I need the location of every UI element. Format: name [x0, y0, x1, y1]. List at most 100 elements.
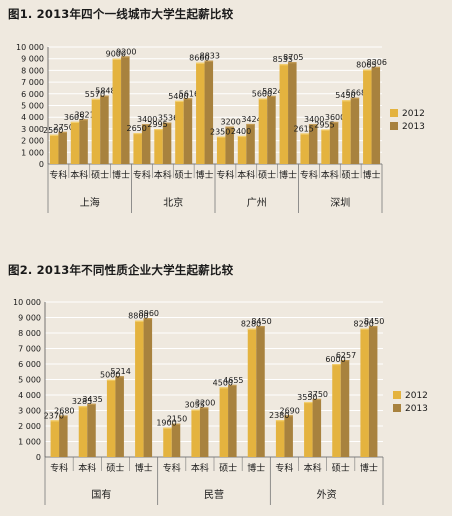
- data-label: 2350: [210, 128, 230, 137]
- bar-2013: [312, 398, 322, 457]
- data-label: 2650: [127, 124, 147, 133]
- bar-2012: [219, 387, 229, 457]
- bar-highlight: [312, 398, 322, 401]
- legend-swatch: [390, 122, 398, 130]
- y-tick-label: 1 000: [21, 148, 44, 157]
- bar-highlight: [171, 423, 181, 425]
- category-label: 博士: [279, 169, 297, 181]
- category-label: 本科: [78, 462, 96, 474]
- bar-2013: [228, 384, 237, 457]
- data-label: 8065: [356, 61, 376, 70]
- data-label: 2150: [167, 415, 187, 424]
- bar-2013: [115, 376, 124, 457]
- data-label: 3055: [184, 401, 204, 410]
- bar-highlight: [237, 135, 247, 138]
- bar-2012: [49, 134, 59, 164]
- bar-2012: [112, 58, 122, 165]
- bar-highlight: [360, 328, 369, 330]
- bar-highlight: [288, 62, 297, 64]
- data-label: 3285: [72, 397, 92, 406]
- bar-2012: [91, 98, 101, 164]
- legend-swatch: [393, 391, 401, 399]
- bar-highlight: [49, 134, 59, 136]
- bar-highlight: [368, 326, 378, 328]
- data-label: 2680: [54, 406, 74, 415]
- chart-plot: 0 1 000 2 000 3 000 4 000 5 000 6 000 7 000 8 00…: [16, 43, 425, 213]
- data-label: 5824: [262, 87, 282, 96]
- bar-highlight: [121, 56, 130, 58]
- category-label: 专科: [275, 462, 293, 474]
- bar-highlight: [258, 98, 268, 100]
- data-label: 3550: [297, 393, 317, 402]
- legend-label: 2013: [402, 122, 425, 132]
- category-label: 专科: [49, 169, 67, 181]
- y-tick-label: 10 000: [13, 298, 41, 307]
- category-label: 博士: [360, 462, 378, 474]
- bar-2013: [329, 121, 339, 164]
- bar-2012: [247, 328, 257, 457]
- bar-2013: [371, 66, 381, 164]
- bar-2012: [275, 420, 285, 457]
- bar-2013: [171, 423, 181, 457]
- bar-2013: [143, 318, 153, 457]
- y-tick-label: 1 000: [18, 438, 41, 447]
- legend-swatch: [393, 404, 401, 412]
- bar-2013: [183, 98, 193, 164]
- y-tick-label: 5 000: [21, 102, 44, 111]
- data-label: 8280: [241, 320, 261, 329]
- data-label: 8833: [200, 52, 220, 61]
- y-tick-label: 2 000: [21, 137, 44, 146]
- bar-highlight: [112, 58, 122, 60]
- bar-highlight: [196, 62, 205, 64]
- category-label: 专科: [133, 169, 151, 181]
- group-label: 深圳: [330, 197, 350, 209]
- bar-2013: [288, 62, 297, 164]
- bar-2012: [300, 133, 309, 164]
- bar-2012: [279, 64, 289, 164]
- bar-highlight: [332, 364, 341, 366]
- bar-highlight: [100, 95, 109, 97]
- data-label: 2955: [314, 120, 334, 129]
- category-label: 本科: [191, 462, 209, 474]
- bar-2013: [368, 326, 378, 457]
- bar-2013: [59, 415, 68, 457]
- group-label: 上海: [80, 196, 100, 209]
- category-label: 博士: [247, 462, 265, 474]
- group-label: 国有: [91, 488, 111, 501]
- category-label: 硕士: [332, 462, 350, 474]
- y-tick-label: 3 000: [18, 407, 41, 416]
- data-label: 2750: [54, 123, 74, 132]
- y-tick-label: 7 000: [18, 345, 41, 354]
- bar-2012: [135, 320, 144, 457]
- category-label: 专科: [300, 169, 318, 181]
- bar-2013: [225, 126, 234, 164]
- chart-plot: 0 1 000 2 000 3 000 4 000 5 000 6 000 7 000 8 00…: [13, 298, 428, 505]
- data-label: 8800: [128, 312, 148, 321]
- bar-2013: [58, 131, 67, 164]
- bar-highlight: [300, 133, 309, 135]
- category-label: 硕士: [91, 169, 109, 181]
- bar-highlight: [58, 131, 67, 134]
- bar-2013: [256, 326, 265, 457]
- bar-highlight: [350, 97, 360, 99]
- category-label: 本科: [304, 462, 322, 474]
- bar-highlight: [79, 119, 88, 121]
- y-tick-label: 3 000: [21, 125, 44, 134]
- bar-highlight: [70, 121, 80, 124]
- data-label: 2400: [231, 127, 251, 136]
- data-label: 5450: [335, 91, 355, 100]
- category-label: 博士: [135, 462, 153, 474]
- bar-highlight: [183, 98, 193, 100]
- bar-highlight: [141, 124, 151, 126]
- y-tick-label: 0: [36, 453, 41, 462]
- category-label: 博士: [112, 169, 130, 181]
- data-label: 3605: [64, 113, 84, 122]
- data-label: 4500: [213, 378, 233, 387]
- bar-2012: [321, 129, 330, 164]
- bar-2012: [50, 420, 60, 457]
- bar-highlight: [340, 360, 350, 362]
- bar-highlight: [329, 121, 339, 124]
- data-label: 8535: [273, 55, 293, 64]
- bar-highlight: [246, 123, 255, 126]
- data-label: 9000: [106, 50, 126, 59]
